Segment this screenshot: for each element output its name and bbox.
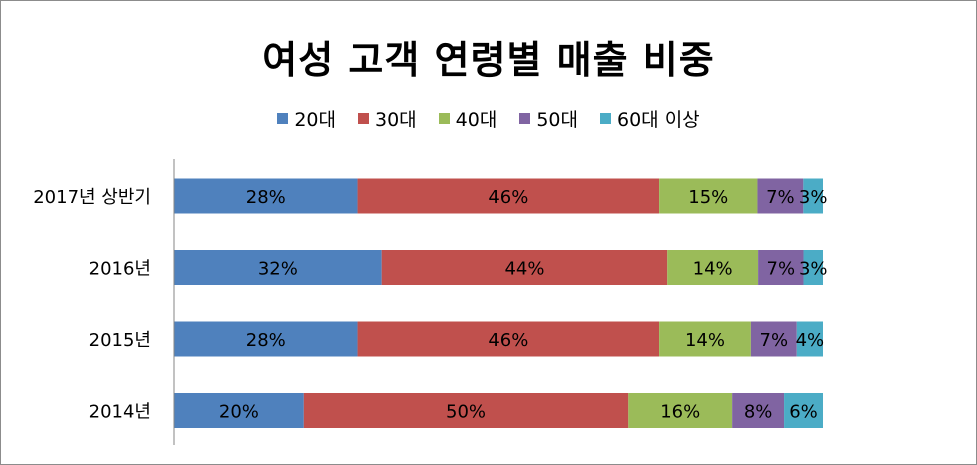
legend-label: 40대: [455, 109, 498, 131]
bar-segment: [174, 393, 304, 428]
bar-segment: [357, 178, 660, 214]
data-label: 8%: [744, 402, 773, 423]
data-label: 46%: [488, 187, 528, 208]
data-label: 44%: [504, 259, 544, 280]
data-label: 20%: [219, 402, 259, 423]
bar-segment: [758, 250, 804, 285]
legend-item: 20대: [277, 105, 336, 132]
data-label: 7%: [760, 330, 789, 351]
bar-segment: [381, 250, 668, 285]
bar-segment: [757, 178, 804, 214]
category-label: 2017년 상반기: [33, 187, 151, 208]
legend-label: 50대: [536, 109, 578, 131]
data-label: 28%: [246, 330, 286, 351]
data-label: 50%: [446, 402, 486, 423]
category-label: 2014년: [89, 402, 151, 423]
legend-swatch: [277, 113, 289, 124]
bar-segment: [303, 393, 629, 428]
data-label: 46%: [488, 330, 528, 351]
data-label: 3%: [799, 259, 828, 280]
bar-segment: [796, 321, 823, 357]
data-label: 14%: [685, 330, 725, 351]
legend-swatch: [600, 113, 611, 124]
legend: 20대 30대 40대 50대 60대 이상: [1, 105, 976, 132]
bar-segment: [784, 393, 823, 428]
bar-segment: [174, 250, 382, 285]
legend-label: 30대: [374, 109, 417, 131]
legend-swatch: [357, 113, 369, 124]
bar-segment: [732, 393, 785, 428]
data-label: 3%: [799, 187, 828, 208]
bar-segment: [750, 321, 797, 357]
bar-segment: [803, 250, 823, 285]
data-label: 4%: [796, 330, 825, 351]
bar-segment: [357, 321, 660, 357]
bar-segment: [659, 321, 751, 357]
data-label: 7%: [767, 259, 796, 280]
bar-segment: [174, 321, 358, 357]
legend-swatch: [519, 113, 531, 124]
chart-title: 여성 고객 연령별 매출 비중: [262, 38, 715, 82]
data-label: 15%: [688, 187, 728, 208]
bar-segment: [659, 178, 758, 214]
data-label: 16%: [660, 402, 700, 423]
bar-segment: [667, 250, 759, 285]
category-label: 2015년: [89, 330, 151, 351]
data-label: 14%: [693, 259, 733, 280]
category-label: 2016년: [89, 259, 151, 280]
bar-segment: [628, 393, 733, 428]
data-label: 28%: [246, 187, 286, 208]
legend-item: 50대: [519, 105, 578, 132]
data-label: 32%: [258, 259, 298, 280]
bar-segment: [174, 178, 358, 214]
legend-item: 40대: [438, 105, 498, 132]
legend-swatch: [438, 113, 450, 124]
legend-item: 60대 이상: [600, 105, 700, 132]
data-label: 6%: [789, 402, 818, 423]
legend-label: 60대 이상: [617, 109, 700, 131]
data-label: 7%: [766, 187, 795, 208]
legend-item: 30대: [357, 105, 417, 132]
bar-segment: [803, 178, 823, 214]
legend-label: 20대: [294, 109, 336, 131]
